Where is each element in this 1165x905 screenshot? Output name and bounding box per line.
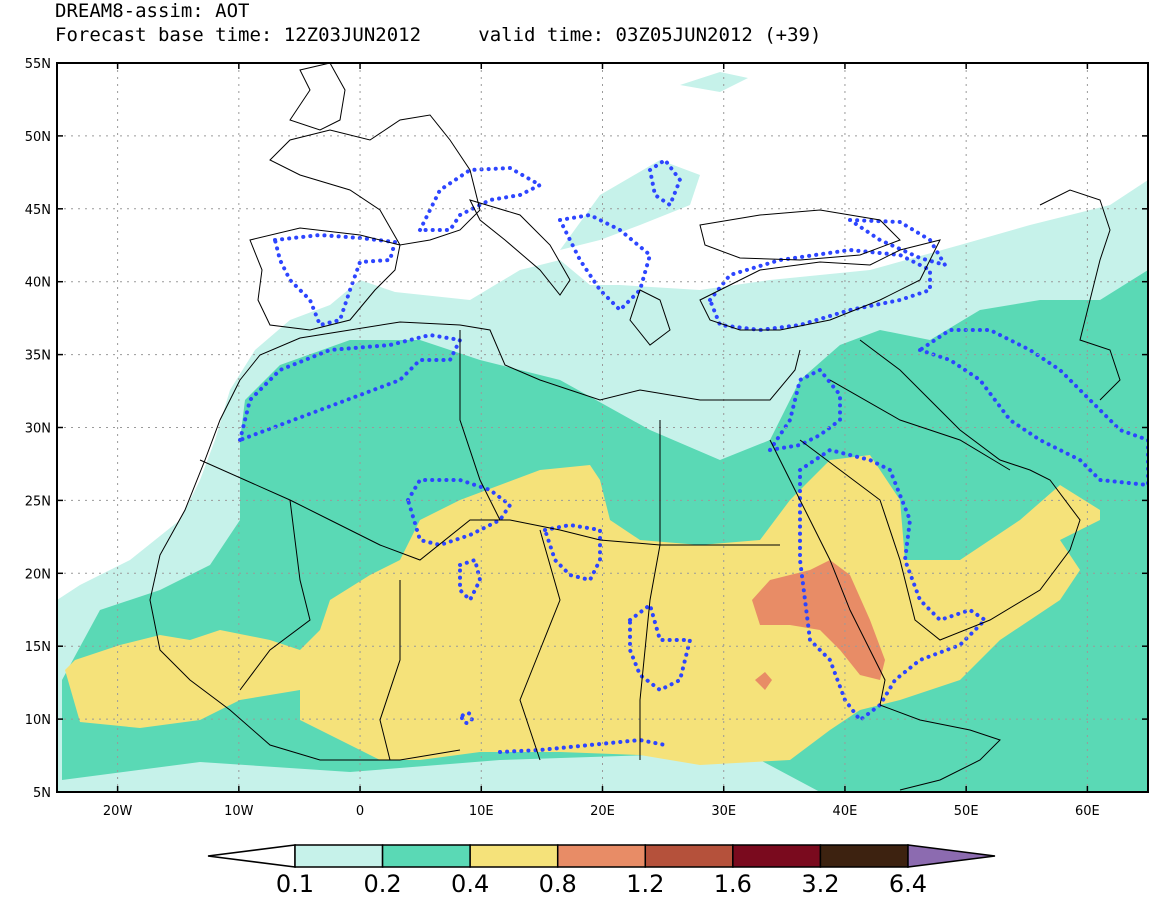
contour-balkans: [557, 212, 653, 313]
coast-black-sea: [699, 209, 901, 261]
lon-tick-label: 50E: [954, 804, 979, 819]
lon-tick-label: 60E: [1075, 804, 1100, 819]
contour-france-italy: [416, 165, 545, 232]
lat-tick-label: 45N: [25, 203, 51, 218]
lon-tick-label: 10W: [224, 804, 254, 819]
aot-field-low-north: [560, 160, 700, 250]
border-caspian: [1039, 189, 1121, 401]
colorbar-label: 0.1: [276, 870, 314, 898]
colorbar-bin: [294, 844, 384, 868]
lat-tick-label: 50N: [25, 130, 51, 145]
contour-arabia: [798, 447, 989, 723]
aot-fields: [57, 72, 1148, 792]
border-africa-6: [239, 499, 311, 691]
colorbar-label: 0.2: [363, 870, 401, 898]
lon-tick-label: 40E: [833, 804, 858, 819]
coast-uk: [289, 63, 346, 131]
coast-iberia: [249, 227, 401, 331]
coast-horn: [879, 704, 1001, 791]
contour-south: [498, 737, 667, 754]
coastlines: [149, 63, 1121, 791]
contour-sudan: [628, 601, 693, 693]
colorbar-bin: [644, 844, 734, 868]
colorbar-bin: [381, 844, 471, 868]
time-info: Forecast base time: 12Z03JUN2012 valid t…: [55, 24, 821, 46]
aot-field-very-high: [752, 560, 885, 680]
lat-tick-label: 10N: [25, 713, 51, 728]
colorbar: 0.1 0.2 0.4 0.8 1.2 1.6 3.2 6.4: [207, 844, 996, 898]
valid-time: valid time: 03Z05JUN2012 (+39): [478, 24, 822, 46]
colorbar-bin: [469, 844, 559, 868]
colorbar-bin: [732, 844, 822, 868]
lon-tick-label: 20E: [590, 804, 615, 819]
lat-tick-label: 40N: [25, 276, 51, 291]
contour-caucasus: [842, 217, 950, 269]
border-africa-4: [519, 529, 561, 761]
contour-iran: [915, 328, 1148, 488]
colorbar-label: 1.6: [714, 870, 752, 898]
coast-north-africa: [239, 321, 801, 401]
colorbar-label: 3.2: [801, 870, 839, 898]
contour-hoggar: [405, 478, 513, 548]
lat-tick-label: 25N: [25, 494, 51, 509]
border-africa-5: [379, 580, 401, 761]
map-axes: 55N 50N 45N 40N 35N 30N 25N 20N 15N 10N 5N 20W 10W 0 1…: [25, 57, 1148, 819]
coast-arabia: [799, 339, 1081, 641]
lon-tick-label: 10E: [469, 804, 494, 819]
colorbar-label: 0.8: [539, 870, 577, 898]
coast-turkey: [699, 239, 941, 331]
colorbar-label: 1.2: [626, 870, 664, 898]
contour-morocco: [237, 332, 463, 444]
lon-tick-label: 30E: [711, 804, 736, 819]
aot-field-very-high-spot: [755, 672, 772, 690]
coast-west-africa: [149, 379, 461, 761]
border-africa-1: [199, 459, 780, 561]
lat-tick-label: 20N: [25, 567, 51, 582]
lat-tick-label: 35N: [25, 349, 51, 364]
colorbar-label: 0.4: [451, 870, 489, 898]
lat-tick-label: 55N: [25, 57, 51, 72]
aot-field-low-baltic: [680, 72, 748, 92]
coast-red-sea: [769, 439, 886, 706]
border-africa-3: [639, 420, 661, 760]
lon-tick-label: 20W: [103, 804, 133, 819]
coast-greece: [629, 289, 671, 346]
border-middle-east: [829, 379, 1011, 471]
border-africa-2: [459, 330, 501, 521]
lat-tick-label: 15N: [25, 640, 51, 655]
base-time: Forecast base time: 12Z03JUN2012: [55, 24, 422, 46]
chart-title: DREAM8-assim: AOT: [55, 0, 250, 22]
contour-dot-1: [460, 711, 475, 725]
lon-tick-label: 0: [356, 804, 364, 819]
colorbar-bin: [819, 844, 909, 868]
contour-levant: [765, 367, 842, 453]
colorbar-bin: [556, 844, 647, 868]
colorbar-under: [207, 844, 296, 868]
colorbar-over: [907, 844, 996, 868]
graticule: [57, 63, 1148, 792]
colorbar-label: 6.4: [889, 870, 927, 898]
lat-tick-label: 30N: [25, 422, 51, 437]
coast-italy: [469, 199, 571, 296]
coast-france: [269, 114, 481, 246]
lat-tick-label: 5N: [33, 786, 51, 801]
contour-carpathians: [647, 157, 683, 209]
contour-sahel-blob-2: [458, 557, 483, 604]
